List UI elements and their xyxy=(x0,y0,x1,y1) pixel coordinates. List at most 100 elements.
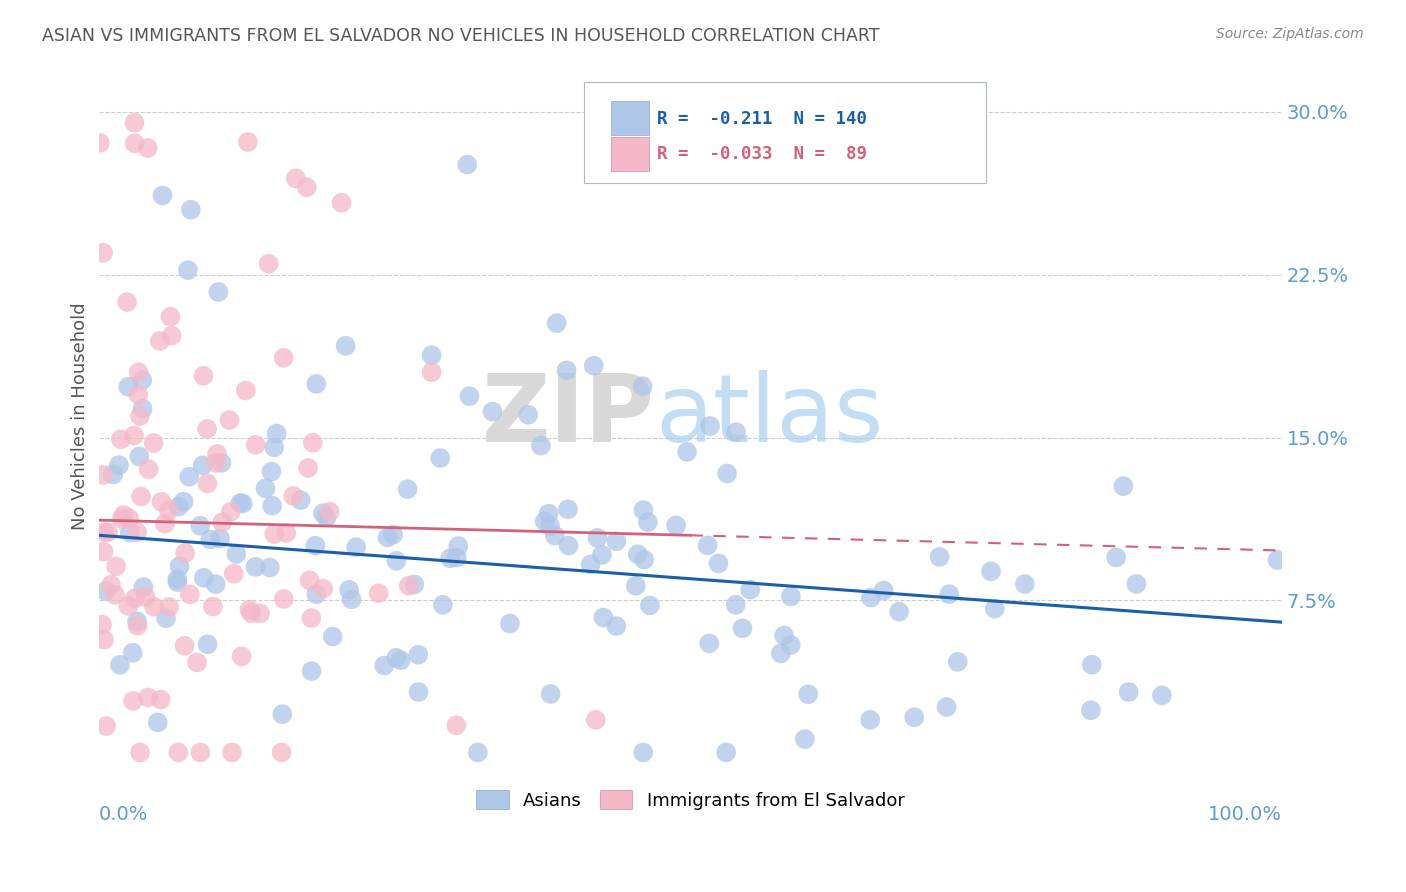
Point xyxy=(270,746,292,760)
Point xyxy=(190,746,212,760)
Point xyxy=(779,590,801,604)
Point xyxy=(128,365,150,379)
Point xyxy=(319,505,342,519)
Point xyxy=(337,582,360,597)
Point xyxy=(446,718,468,732)
Point xyxy=(179,587,201,601)
Point xyxy=(259,560,281,574)
Point xyxy=(1150,689,1173,703)
Point xyxy=(1080,703,1102,717)
Point xyxy=(432,598,454,612)
Point xyxy=(240,606,263,620)
Point xyxy=(136,690,159,705)
Point xyxy=(546,316,568,330)
FancyBboxPatch shape xyxy=(612,101,650,136)
Point xyxy=(91,617,114,632)
Point xyxy=(340,592,363,607)
Point xyxy=(887,605,910,619)
Point xyxy=(93,544,115,558)
Point xyxy=(385,650,408,665)
Point xyxy=(200,533,222,547)
Point xyxy=(396,482,419,496)
Point xyxy=(127,525,149,540)
FancyBboxPatch shape xyxy=(583,82,986,183)
Point xyxy=(724,598,747,612)
Point xyxy=(111,512,134,526)
Point xyxy=(97,525,120,540)
Point xyxy=(382,527,405,541)
Point xyxy=(271,707,294,722)
Point xyxy=(211,456,233,470)
Point xyxy=(1105,550,1128,565)
Point xyxy=(377,530,399,544)
Point xyxy=(179,469,201,483)
Point xyxy=(257,257,280,271)
Point xyxy=(859,591,882,605)
Point xyxy=(946,655,969,669)
Point xyxy=(984,601,1007,615)
Point xyxy=(260,465,283,479)
Point xyxy=(582,359,605,373)
Point xyxy=(633,552,655,566)
Point xyxy=(467,746,489,760)
Point xyxy=(222,566,245,581)
Point xyxy=(177,263,200,277)
Point xyxy=(544,529,567,543)
Point xyxy=(284,171,307,186)
Point xyxy=(129,409,152,423)
Point xyxy=(585,713,607,727)
Point xyxy=(305,376,328,391)
Point xyxy=(537,507,560,521)
Point xyxy=(301,664,323,678)
Point xyxy=(266,426,288,441)
Point xyxy=(245,560,267,574)
Point xyxy=(298,574,321,588)
Point xyxy=(236,135,259,149)
Point xyxy=(159,310,181,324)
Point xyxy=(633,503,655,517)
Point xyxy=(138,462,160,476)
Point xyxy=(873,583,896,598)
Point xyxy=(389,653,412,667)
Point xyxy=(731,621,754,635)
Point xyxy=(538,519,561,533)
Point xyxy=(408,648,430,662)
Legend: Asians, Immigrants from El Salvador: Asians, Immigrants from El Salvador xyxy=(470,782,912,817)
Point xyxy=(136,141,159,155)
Point xyxy=(100,578,122,592)
Point xyxy=(481,404,503,418)
Point xyxy=(555,363,578,377)
Point xyxy=(166,572,188,586)
Point xyxy=(631,379,654,393)
Point xyxy=(315,510,337,524)
Point xyxy=(101,467,124,482)
Point xyxy=(591,548,613,562)
Point xyxy=(714,746,737,760)
Point xyxy=(134,590,156,604)
Point xyxy=(254,481,277,495)
Point xyxy=(262,499,284,513)
Point xyxy=(94,719,117,733)
Point xyxy=(93,632,115,647)
Point xyxy=(1125,577,1147,591)
Point xyxy=(398,579,420,593)
Point xyxy=(579,558,602,572)
Point xyxy=(305,587,328,601)
Point xyxy=(232,496,254,510)
Point xyxy=(108,458,131,472)
Point xyxy=(127,387,149,401)
Text: ASIAN VS IMMIGRANTS FROM EL SALVADOR NO VEHICLES IN HOUSEHOLD CORRELATION CHART: ASIAN VS IMMIGRANTS FROM EL SALVADOR NO … xyxy=(42,27,880,45)
Point xyxy=(740,582,762,597)
Point xyxy=(129,490,152,504)
Point xyxy=(186,656,208,670)
Point xyxy=(131,401,153,416)
Point xyxy=(638,599,661,613)
Point xyxy=(94,584,117,599)
Point xyxy=(408,685,430,699)
Point xyxy=(779,638,801,652)
Text: Source: ZipAtlas.com: Source: ZipAtlas.com xyxy=(1216,27,1364,41)
Point xyxy=(89,136,111,150)
Point xyxy=(207,285,229,299)
Point xyxy=(335,339,357,353)
Point xyxy=(208,532,231,546)
